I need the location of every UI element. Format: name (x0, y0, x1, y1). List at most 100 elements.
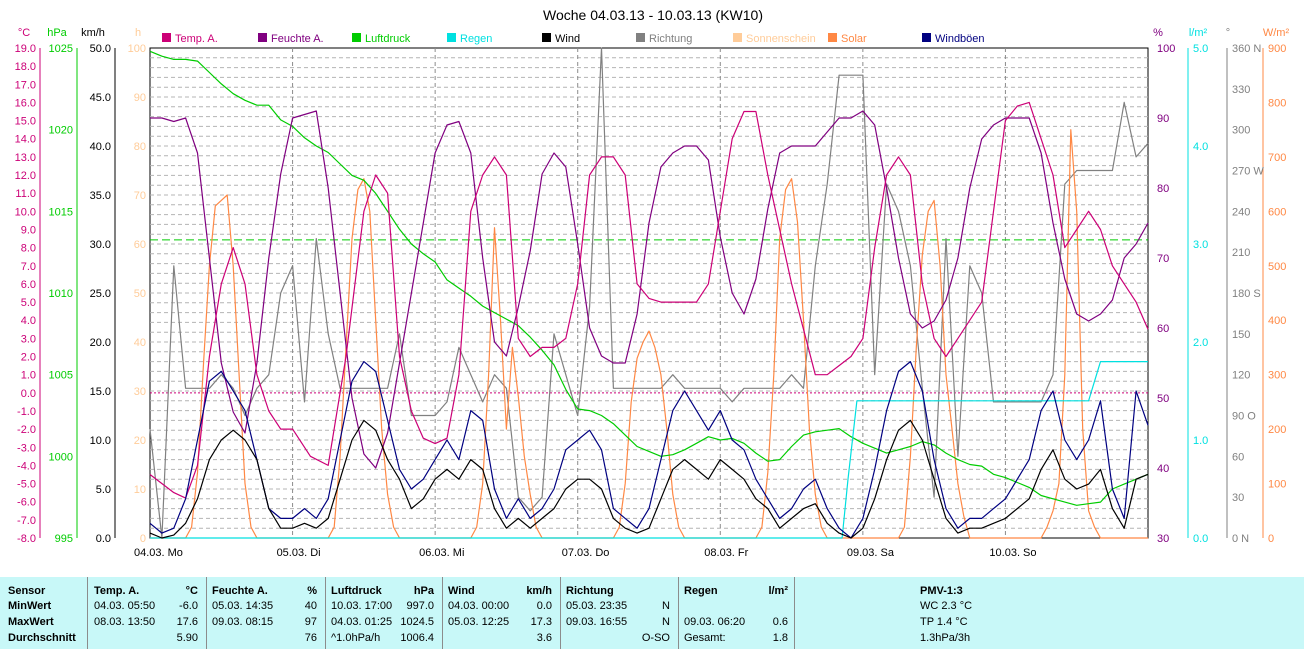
axis-tick-pressure: 1000 (49, 451, 73, 463)
axis-tick-rain: 5.0 (1193, 43, 1208, 55)
dir-min-value: N (662, 600, 670, 612)
axis-tick-wind: 50.0 (90, 43, 111, 55)
series-richtung (149, 47, 1149, 539)
dir-min-time: 05.03. 23:35 (566, 600, 628, 612)
axis-tick-direction: 300 (1232, 125, 1250, 137)
series-layer (149, 47, 1149, 539)
legend-swatch (162, 33, 171, 42)
axis-tick-direction: 30 (1232, 492, 1244, 504)
axis-tick-humidity: 100 (1157, 43, 1175, 55)
axis-tick-temp: 10.0 (15, 206, 36, 218)
axis-tick-temp: 11.0 (15, 188, 36, 200)
axis-tick-direction: 90 O (1232, 411, 1256, 423)
weather-chart: Woche 04.03.13 - 10.03.13 (KW10) Temp. A… (14, 7, 1290, 559)
axis-tick-wind: 40.0 (90, 141, 111, 153)
axis-tick-temp: -4.0 (17, 460, 36, 472)
axis-tick-humidity: 90 (1157, 113, 1169, 125)
axis-tick-direction: 150 (1232, 329, 1250, 341)
axis-tick-solar: 0 (1268, 533, 1274, 545)
x-axis-labels: 04.03. Mo 05.03. Di 06.03. Mi 07.03. Do 08.0… (134, 547, 1037, 559)
axis-tick-sunshine: 100 (128, 43, 146, 55)
axis-tick-temp: 6.0 (21, 279, 36, 291)
axis-tick-temp: -3.0 (17, 442, 36, 454)
axis-tick-pressure: 1015 (49, 206, 73, 218)
col-divider (325, 577, 326, 649)
x-label-day: 04.03. Mo (134, 547, 183, 559)
legend-label: Solar (841, 33, 867, 45)
axis-tick-pressure: 1010 (49, 288, 73, 300)
row-label-min: MinWert (8, 600, 52, 612)
legend-label: Wind (555, 33, 580, 45)
sensor-header: Sensor (8, 585, 46, 597)
axis-tick-solar: 400 (1268, 315, 1286, 327)
axis-tick-direction: 60 (1232, 451, 1244, 463)
axis-tick-direction: 330 (1232, 84, 1250, 96)
row-label-max: MaxWert (8, 616, 54, 628)
dir-max-value: N (662, 616, 670, 628)
stats-panel (0, 577, 1304, 649)
legend-label: Windböen (935, 33, 985, 45)
axis-tick-solar: 900 (1268, 43, 1286, 55)
axis-tick-solar: 500 (1268, 261, 1286, 273)
axis-tick-sunshine: 10 (134, 484, 146, 496)
axis-tick-sunshine: 20 (134, 435, 146, 447)
dir-header: Richtung (566, 585, 614, 597)
wind-unit: km/h (526, 585, 552, 597)
axis-tick-wind: 30.0 (90, 239, 111, 251)
axis-tick-wind: 20.0 (90, 337, 111, 349)
axis-tick-wind: 10.0 (90, 435, 111, 447)
rain-header: Regen (684, 585, 718, 597)
axis-tick-pressure: 1005 (49, 370, 73, 382)
legend: Temp. A. Feuchte A. Luftdruck Regen Wind Rich… (162, 33, 985, 45)
axes: °C 19.0 18.0 17.0 16.0 15.0 14.0 13.0 12.0 11.0 10… (15, 27, 1290, 545)
axis-tick-temp: 18.0 (15, 61, 36, 73)
axis-tick-sunshine: 30 (134, 386, 146, 398)
legend-swatch (828, 33, 837, 42)
x-label-day: 05.03. Di (277, 547, 321, 559)
wind-max-value: 17.3 (530, 616, 552, 628)
legend-label: Feuchte A. (271, 33, 324, 45)
axis-unit-rain: l/m² (1189, 27, 1208, 39)
axis-tick-sunshine: 60 (134, 239, 146, 251)
hum-unit: % (307, 585, 317, 597)
wind-min-value: 0.0 (536, 600, 552, 612)
press-unit: hPa (413, 585, 434, 597)
legend-label: Luftdruck (365, 33, 411, 45)
axis-tick-solar: 100 (1268, 479, 1286, 491)
axis-unit-direction: ° (1226, 27, 1230, 39)
press-max-value: 1024.5 (400, 616, 434, 628)
col-divider (794, 577, 795, 649)
temp-max-value: 17.6 (176, 616, 198, 628)
x-label-day: 09.03. Sa (847, 547, 895, 559)
axis-tick-humidity: 60 (1157, 323, 1169, 335)
axis-tick-solar: 800 (1268, 97, 1286, 109)
axis-unit-humidity: % (1153, 27, 1163, 39)
row-label-avg: Durchschnitt (8, 632, 76, 644)
axis-tick-solar: 200 (1268, 424, 1286, 436)
axis-tick-sunshine: 40 (134, 337, 146, 349)
axis-tick-pressure: 995 (55, 533, 73, 545)
temp-unit: °C (185, 585, 198, 597)
axis-tick-wind: 35.0 (90, 190, 111, 202)
hum-header: Feuchte A. (212, 585, 268, 597)
axis-tick-temp: 2.0 (21, 352, 36, 364)
axis-tick-solar: 700 (1268, 152, 1286, 164)
series-solar (150, 129, 1148, 539)
x-label-day: 06.03. Mi (419, 547, 464, 559)
axis-tick-temp: 16.0 (15, 97, 36, 109)
axis-unit-pressure: hPa (47, 27, 67, 39)
dir-max-time: 09.03. 16:55 (566, 616, 628, 628)
axis-tick-direction: 120 (1232, 370, 1250, 382)
axis-tick-temp: 3.0 (21, 333, 36, 345)
axis-tick-temp: 15.0 (15, 116, 36, 128)
legend-swatch (733, 33, 742, 42)
axis-tick-temp: -1.0 (17, 406, 36, 418)
axis-unit-sunshine: h (135, 27, 141, 39)
axis-tick-sunshine: 70 (134, 190, 146, 202)
axis-tick-sunshine: 0 (140, 533, 146, 545)
axis-tick-direction: 0 N (1232, 533, 1249, 545)
axis-tick-humidity: 30 (1157, 533, 1169, 545)
hum-max-value: 97 (304, 616, 317, 628)
x-label-day: 10.03. So (989, 547, 1036, 559)
hum-max-time: 09.03. 08:15 (212, 616, 274, 628)
